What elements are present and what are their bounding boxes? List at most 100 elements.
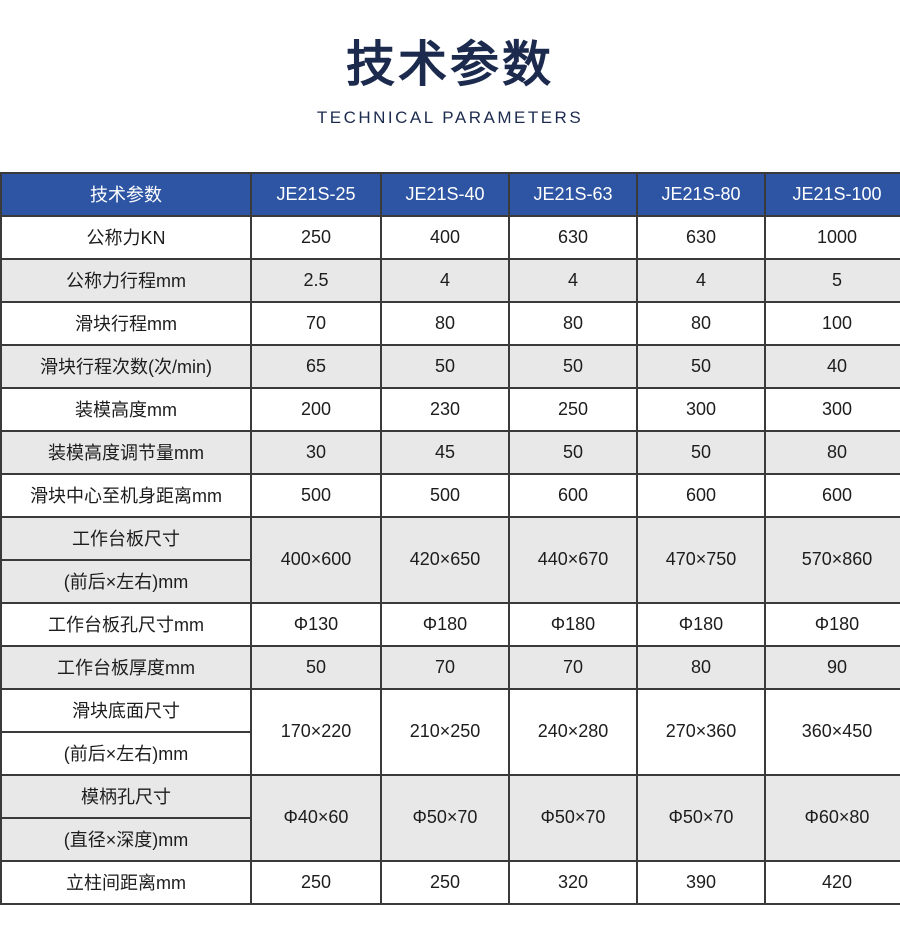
table-cell: 250 xyxy=(508,386,638,432)
table-cell: 80 xyxy=(636,644,766,690)
table-cell: Φ180 xyxy=(764,601,900,647)
table-cell: 250 xyxy=(380,859,510,905)
table-cell: 2.5 xyxy=(250,257,382,303)
column-header-model-je21s-63: JE21S-63 xyxy=(508,171,638,217)
table-cell: 250 xyxy=(250,859,382,905)
column-header-model-je21s-100: JE21S-100 xyxy=(764,171,900,217)
table-cell: 50 xyxy=(508,429,638,475)
table-cell: 320 xyxy=(508,859,638,905)
table-cell: 50 xyxy=(250,644,382,690)
spec-table: 技术参数 JE21S-25 JE21S-40 JE21S-63 JE21S-80… xyxy=(0,171,900,905)
table-cell: 630 xyxy=(636,214,766,260)
table-cell: 210×250 xyxy=(380,687,510,776)
table-row-nominal-force-stroke: 公称力行程mm 2.5 4 4 4 5 xyxy=(0,257,900,303)
column-header-parameter: 技术参数 xyxy=(0,171,252,217)
row-label-line2: (前后×左右)mm xyxy=(0,730,252,776)
table-cell: 170×220 xyxy=(250,687,382,776)
table-cell: Φ60×80 xyxy=(764,773,900,862)
table-cell: 4 xyxy=(636,257,766,303)
row-label: 滑块底面尺寸 xyxy=(0,687,252,733)
table-cell: 4 xyxy=(380,257,510,303)
table-row-shank-hole-size: 模柄孔尺寸 Φ40×60 Φ50×70 Φ50×70 Φ50×70 Φ60×80 xyxy=(0,773,900,862)
table-row-die-mounting-height: 装模高度mm 200 230 250 300 300 xyxy=(0,386,900,432)
table-cell: 400 xyxy=(380,214,510,260)
row-label-line2: (直径×深度)mm xyxy=(0,816,252,862)
table-cell: 90 xyxy=(764,644,900,690)
table-row-throat-depth: 滑块中心至机身距离mm 500 500 600 600 600 xyxy=(0,472,900,518)
row-label: 立柱间距离mm xyxy=(0,859,252,905)
table-cell: 70 xyxy=(380,644,510,690)
row-label: 装模高度mm xyxy=(0,386,252,432)
header-row: 技术参数 JE21S-25 JE21S-40 JE21S-63 JE21S-80… xyxy=(0,171,900,217)
table-cell: 570×860 xyxy=(764,515,900,604)
table-cell: Φ40×60 xyxy=(250,773,382,862)
table-cell: 80 xyxy=(508,300,638,346)
table-row-slider-bottom-size-line2: (前后×左右)mm xyxy=(0,730,900,776)
table-cell: 630 xyxy=(508,214,638,260)
table-cell: 400×600 xyxy=(250,515,382,604)
table-row-worktable-size: 工作台板尺寸 400×600 420×650 440×670 470×750 5… xyxy=(0,515,900,604)
spec-table-container: 技术参数 JE21S-25 JE21S-40 JE21S-63 JE21S-80… xyxy=(0,171,900,905)
row-label: 工作台板尺寸 xyxy=(0,515,252,561)
table-cell: 100 xyxy=(764,300,900,346)
table-cell: 65 xyxy=(250,343,382,389)
table-cell: 300 xyxy=(764,386,900,432)
table-cell: 390 xyxy=(636,859,766,905)
table-cell: 50 xyxy=(508,343,638,389)
table-cell: 300 xyxy=(636,386,766,432)
table-cell: 200 xyxy=(250,386,382,432)
column-header-model-je21s-40: JE21S-40 xyxy=(380,171,510,217)
table-cell: 500 xyxy=(380,472,510,518)
table-cell: Φ180 xyxy=(636,601,766,647)
row-label: 滑块行程mm xyxy=(0,300,252,346)
table-cell: 40 xyxy=(764,343,900,389)
table-cell: 45 xyxy=(380,429,510,475)
table-cell: 440×670 xyxy=(508,515,638,604)
table-row-shank-hole-size-line2: (直径×深度)mm xyxy=(0,816,900,862)
table-row-strokes-per-minute: 滑块行程次数(次/min) 65 50 50 50 40 xyxy=(0,343,900,389)
table-cell: 80 xyxy=(764,429,900,475)
row-label: 公称力KN xyxy=(0,214,252,260)
page-title: 技术参数 xyxy=(345,38,554,92)
column-header-model-je21s-25: JE21S-25 xyxy=(250,171,382,217)
table-cell: Φ50×70 xyxy=(508,773,638,862)
table-cell: 420 xyxy=(764,859,900,905)
table-row-worktable-hole-size: 工作台板孔尺寸mm Φ130 Φ180 Φ180 Φ180 Φ180 xyxy=(0,601,900,647)
table-cell: 4 xyxy=(508,257,638,303)
row-label: 装模高度调节量mm xyxy=(0,429,252,475)
table-cell: 5 xyxy=(764,257,900,303)
table-cell: 600 xyxy=(636,472,766,518)
table-row-slider-stroke: 滑块行程mm 70 80 80 80 100 xyxy=(0,300,900,346)
table-cell: 70 xyxy=(250,300,382,346)
table-cell: 600 xyxy=(508,472,638,518)
table-cell: 70 xyxy=(508,644,638,690)
table-cell: 500 xyxy=(250,472,382,518)
table-row-height-adjustment: 装模高度调节量mm 30 45 50 50 80 xyxy=(0,429,900,475)
table-cell: 80 xyxy=(636,300,766,346)
table-row-column-distance: 立柱间距离mm 250 250 320 390 420 xyxy=(0,859,900,905)
table-cell: 230 xyxy=(380,386,510,432)
row-label: 滑块行程次数(次/min) xyxy=(0,343,252,389)
table-cell: Φ50×70 xyxy=(636,773,766,862)
title-block: 技术参数 TECHNICAL PARAMETERS xyxy=(0,0,900,128)
table-cell: Φ130 xyxy=(250,601,382,647)
table-cell: 50 xyxy=(380,343,510,389)
page-subtitle: TECHNICAL PARAMETERS xyxy=(316,107,584,127)
table-cell: 270×360 xyxy=(636,687,766,776)
table-cell: 420×650 xyxy=(380,515,510,604)
table-cell: 250 xyxy=(250,214,382,260)
table-cell: 600 xyxy=(764,472,900,518)
table-row-nominal-force: 公称力KN 250 400 630 630 1000 xyxy=(0,214,900,260)
table-cell: 50 xyxy=(636,429,766,475)
column-header-model-je21s-80: JE21S-80 xyxy=(636,171,766,217)
row-label: 滑块中心至机身距离mm xyxy=(0,472,252,518)
row-label: 公称力行程mm xyxy=(0,257,252,303)
table-cell: 30 xyxy=(250,429,382,475)
table-row-worktable-thickness: 工作台板厚度mm 50 70 70 80 90 xyxy=(0,644,900,690)
table-row-worktable-size-line2: (前后×左右)mm xyxy=(0,558,900,604)
table-cell: 1000 xyxy=(764,214,900,260)
table-cell: 240×280 xyxy=(508,687,638,776)
row-label: 工作台板孔尺寸mm xyxy=(0,601,252,647)
table-cell: 470×750 xyxy=(636,515,766,604)
table-cell: 360×450 xyxy=(764,687,900,776)
